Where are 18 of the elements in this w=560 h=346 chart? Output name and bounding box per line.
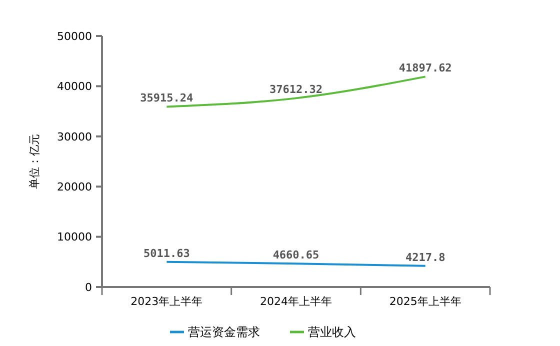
y-tick-label: 40000 (57, 80, 92, 94)
legend-label: 营运资金需求 (188, 325, 260, 340)
y-tick-label: 20000 (57, 180, 92, 194)
y-tick-label: 10000 (57, 230, 92, 244)
data-label: 41897.62 (398, 62, 452, 75)
x-tick-label: 2024年上半年 (260, 295, 332, 308)
data-label: 5011.63 (143, 246, 190, 260)
y-tick-label: 0 (85, 280, 92, 294)
data-label: 4217.8 (405, 250, 446, 264)
x-tick-label: 2025年上半年 (389, 295, 462, 308)
legend-label: 营业收入 (308, 325, 356, 340)
x-tick-label: 2023年上半年 (130, 295, 203, 308)
y-tick-label: 30000 (57, 130, 92, 144)
y-axis-title: 单位：亿元 (28, 134, 41, 189)
y-tick-label: 50000 (57, 30, 92, 43)
data-label: 4660.65 (272, 248, 320, 262)
data-label: 37612.32 (270, 83, 322, 96)
data-label: 35915.24 (140, 92, 194, 105)
